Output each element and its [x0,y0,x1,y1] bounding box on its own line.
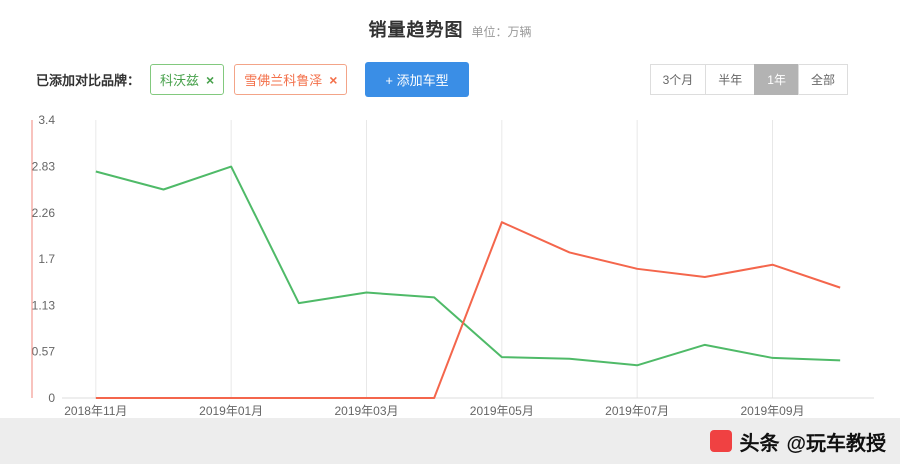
svg-text:2019年07月: 2019年07月 [605,404,669,418]
unit-label: 单位：万辆 [471,25,532,39]
svg-text:3.4: 3.4 [38,113,55,127]
page-header: 销量趋势图 单位：万辆 [0,16,900,42]
time-range-group: 3个月 半年 1年 全部 [649,64,848,95]
remove-tag-icon[interactable]: × [329,71,338,88]
range-button-1year[interactable]: 1年 [754,64,799,95]
brand-tag-label: 雪佛兰科鲁泽 [244,73,323,88]
range-button-halfyear[interactable]: 半年 [705,64,756,95]
add-model-button[interactable]: + 添加车型 [365,62,469,97]
svg-text:1.13: 1.13 [32,299,56,313]
series-line-雪佛兰科鲁泽 [95,221,841,399]
compare-brands-label: 已添加对比品牌： [36,73,141,88]
svg-text:2018年11月: 2018年11月 [64,404,127,418]
brand-tag-kewozi: 科沃兹 × [150,64,225,95]
footer-strip: 头条 @玩车教授 [0,418,900,464]
watermark-account: @玩车教授 [786,432,886,455]
toolbar: 已添加对比品牌： 科沃兹 × 雪佛兰科鲁泽 × + 添加车型 3个月 半年 1年… [36,62,848,97]
range-button-all[interactable]: 全部 [797,64,848,95]
toutiao-logo-icon [710,430,733,452]
watermark-brand: 头条 [739,432,780,455]
page-title: 销量趋势图 [368,20,464,40]
range-button-3months[interactable]: 3个月 [649,64,707,95]
svg-text:0.57: 0.57 [32,344,56,358]
svg-text:1.7: 1.7 [38,252,55,266]
trend-chart-canvas: 2018年11月 2019年01月 2019年03月 2019年05月 2019年07月… [31,113,874,418]
trend-chart: 2018年11月 2019年01月 2019年03月 2019年05月 2019年07月… [28,100,884,430]
svg-text:0: 0 [48,391,55,405]
svg-text:2019年09月: 2019年09月 [740,404,804,418]
series-line-科沃兹 [95,165,841,367]
remove-tag-icon[interactable]: × [206,71,215,88]
svg-text:2019年01月: 2019年01月 [199,404,263,418]
svg-text:2.26: 2.26 [32,206,56,220]
brand-tag-label: 科沃兹 [160,73,200,88]
svg-text:2019年03月: 2019年03月 [334,404,398,418]
brand-tag-keluze: 雪佛兰科鲁泽 × [234,64,348,95]
svg-text:2.83: 2.83 [32,160,56,174]
svg-text:2019年05月: 2019年05月 [470,404,534,418]
